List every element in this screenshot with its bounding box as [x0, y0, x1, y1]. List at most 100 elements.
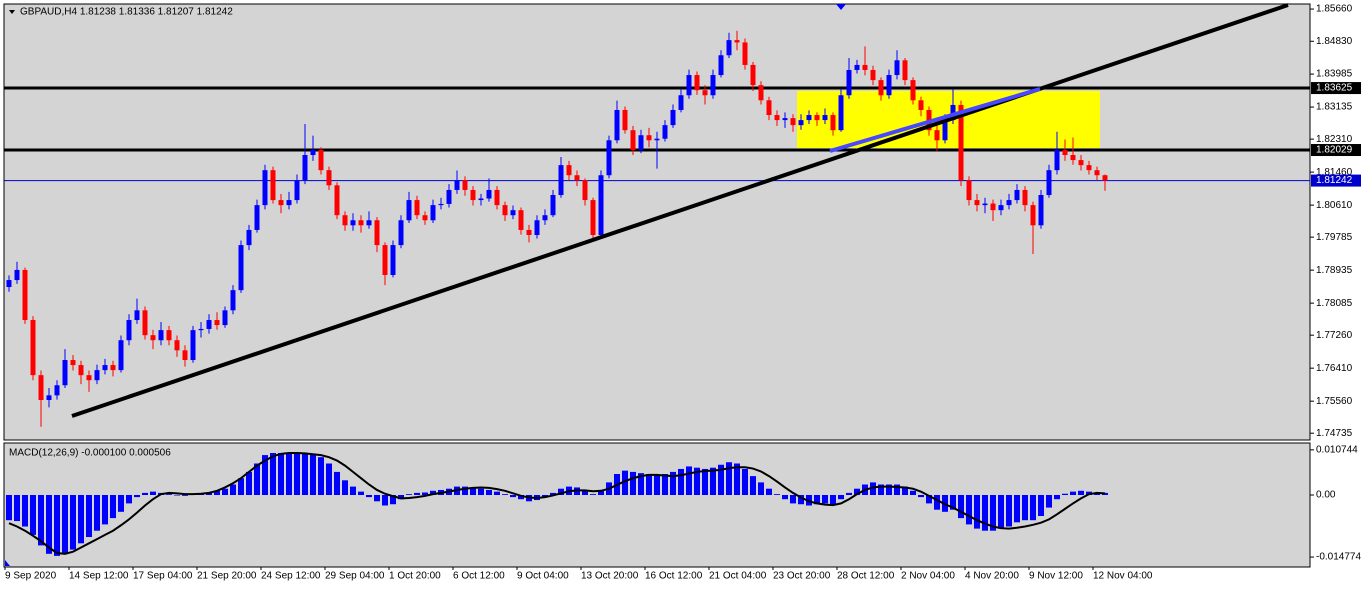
- candle-body: [310, 149, 316, 156]
- candle-body: [198, 328, 204, 331]
- x-tick-label: 17 Sep 04:00: [133, 571, 193, 582]
- candle-body: [1078, 160, 1084, 166]
- macd-bar: [358, 491, 364, 496]
- macd-bar: [894, 484, 900, 496]
- candle-body: [126, 320, 132, 341]
- candle-body: [990, 203, 996, 211]
- candle-body: [486, 189, 492, 199]
- macd-bar: [286, 453, 292, 496]
- macd-title: MACD(12,26,9) -0.000100 0.000506: [9, 448, 171, 459]
- x-tick-label: 24 Sep 12:00: [261, 571, 321, 582]
- candle-body: [886, 75, 892, 96]
- candle-body: [22, 269, 28, 321]
- candle-body: [534, 220, 540, 236]
- candle-body: [110, 365, 116, 371]
- macd-bar: [494, 491, 500, 496]
- candle-body: [134, 310, 140, 321]
- candle-body: [782, 118, 788, 121]
- candle-body: [294, 180, 300, 201]
- y-tick-label: 1.82310: [1316, 134, 1353, 145]
- macd-bar: [406, 494, 412, 496]
- candle-body: [142, 310, 148, 336]
- candle-body: [654, 138, 660, 141]
- candle-body: [214, 320, 220, 326]
- candle-body: [318, 149, 324, 171]
- x-tick-label: 9 Oct 04:00: [517, 571, 569, 582]
- macd-bar: [710, 467, 716, 496]
- macd-bar: [518, 495, 524, 500]
- candle-body: [630, 130, 636, 150]
- x-tick-label: 4 Nov 20:00: [965, 571, 1019, 582]
- menu-arrow: [9, 10, 15, 14]
- candle-body: [94, 370, 100, 381]
- macd-bar: [1070, 491, 1076, 496]
- y-tick-label: 1.76410: [1316, 363, 1353, 374]
- macd-bar: [1030, 495, 1036, 521]
- x-tick-label: 2 Nov 04:00: [901, 571, 955, 582]
- candle-body: [62, 360, 68, 386]
- macd-bar: [334, 471, 340, 496]
- candle-body: [598, 175, 604, 236]
- candle-body: [382, 245, 388, 275]
- macd-bar: [14, 495, 20, 522]
- candle-body: [454, 180, 460, 190]
- candle-body: [910, 80, 916, 101]
- candle-body: [646, 135, 652, 141]
- candle-body: [430, 205, 436, 221]
- macd-bar: [174, 495, 180, 496]
- macd-bar: [166, 494, 172, 496]
- candle-body: [790, 118, 796, 126]
- candle-body: [278, 200, 284, 206]
- candle-body: [1062, 149, 1068, 156]
- macd-bar: [350, 486, 356, 496]
- macd-bar: [62, 495, 68, 554]
- macd-bar: [550, 492, 556, 496]
- candle-body: [614, 109, 620, 141]
- macd-bar: [1006, 495, 1012, 527]
- candle-body: [750, 64, 756, 86]
- candle-body: [1038, 195, 1044, 226]
- macd-bar: [134, 495, 140, 498]
- candle-body: [102, 365, 108, 371]
- x-tick-label: 9 Nov 12:00: [1029, 571, 1083, 582]
- macd-bar: [1062, 493, 1068, 496]
- y-tick-label: 1.78085: [1316, 298, 1353, 309]
- x-tick-label: 9 Sep 2020: [5, 571, 57, 582]
- macd-bar: [558, 488, 564, 496]
- macd-bar: [86, 495, 92, 538]
- candle-body: [822, 115, 828, 121]
- candle-body: [950, 104, 956, 121]
- candle-body: [518, 210, 524, 230]
- macd-bar: [798, 495, 804, 505]
- candle-body: [206, 320, 212, 329]
- candle-body: [942, 120, 948, 141]
- y-tick-label: 1.77260: [1316, 330, 1353, 341]
- candle-body: [862, 64, 868, 71]
- macd-bar: [910, 490, 916, 496]
- trend-line: [71, 3, 1289, 418]
- macd-bar: [742, 468, 748, 496]
- macd-bar: [694, 467, 700, 496]
- macd-bar: [38, 495, 44, 546]
- candle-body: [14, 269, 20, 281]
- macd-bar: [246, 471, 252, 496]
- x-tick-label: 13 Oct 20:00: [581, 571, 639, 582]
- macd-bar: [46, 495, 52, 554]
- x-tick-label: 12 Nov 04:00: [1093, 571, 1153, 582]
- macd-bar: [838, 495, 844, 500]
- x-tick-label: 1 Oct 20:00: [389, 571, 441, 582]
- candle-body: [878, 80, 884, 96]
- candle-body: [414, 200, 420, 216]
- candle-body: [830, 115, 836, 131]
- macd-bar: [998, 495, 1004, 529]
- candle-body: [806, 115, 812, 121]
- signal-line: [8, 451, 1106, 555]
- macd-bar: [622, 470, 628, 496]
- macd-bar: [70, 495, 76, 550]
- x-tick-label: 29 Sep 04:00: [325, 571, 385, 582]
- candle-body: [694, 75, 700, 91]
- candle-body: [662, 125, 668, 139]
- candle-body: [462, 180, 468, 190]
- macd-bar: [1022, 495, 1028, 521]
- candle-body: [326, 170, 332, 186]
